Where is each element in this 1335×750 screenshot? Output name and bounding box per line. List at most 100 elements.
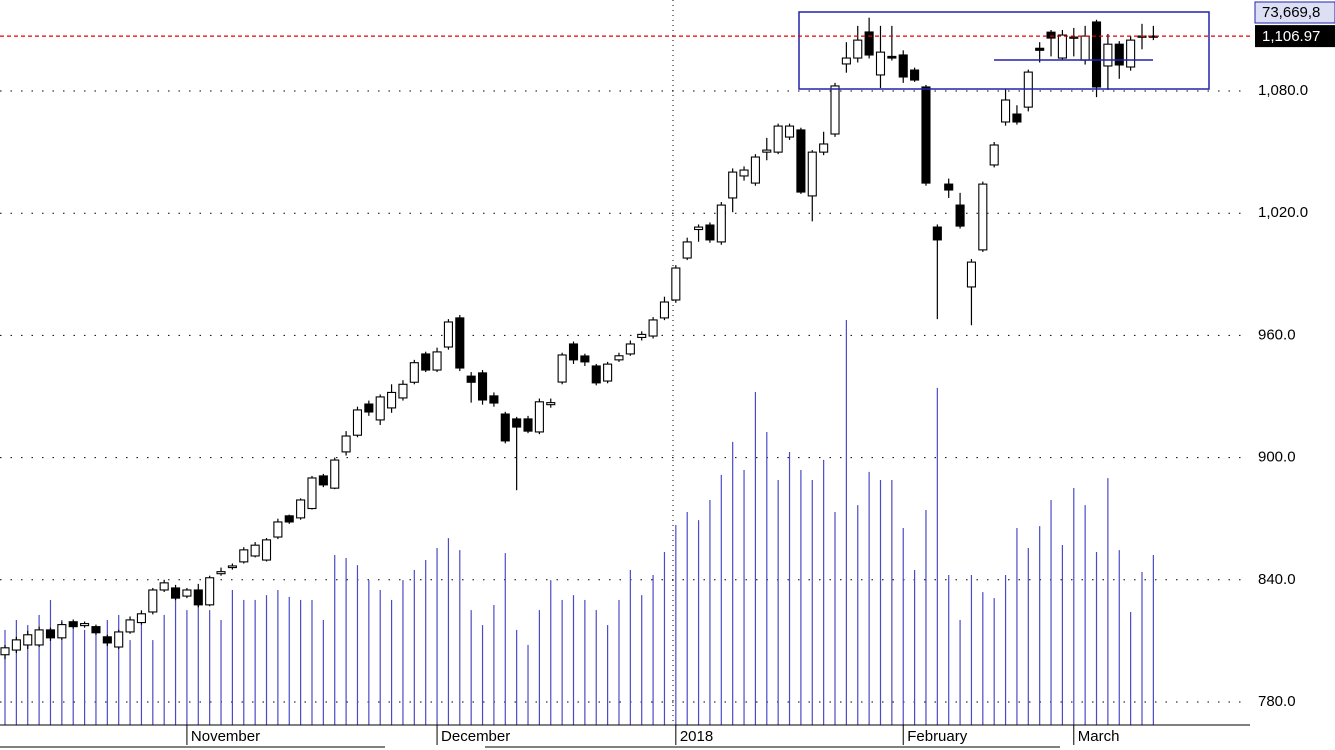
candle-body	[875, 51, 886, 76]
last-volume-label: 73,669,8	[1262, 4, 1320, 21]
label-layer: 73,669,8 1,106.97	[0, 1, 1335, 48]
candle-body	[227, 565, 237, 569]
x-tick-label: February	[907, 728, 968, 745]
candle-body	[455, 317, 465, 369]
candle-body	[500, 413, 510, 442]
candle-body	[750, 156, 760, 184]
candle-body	[830, 85, 840, 135]
candle-body	[11, 639, 21, 651]
candle-body	[955, 204, 965, 227]
candle-body	[136, 613, 146, 624]
candle-body	[23, 634, 33, 646]
candle-body	[864, 31, 874, 56]
candle-body	[352, 409, 363, 436]
candle-body	[739, 169, 749, 177]
candle-body	[694, 226, 704, 231]
candle-body	[45, 629, 56, 639]
candle-body	[716, 204, 726, 243]
candle-body	[318, 475, 328, 486]
candle-body	[205, 577, 215, 606]
candle-body	[489, 395, 499, 404]
candle-body	[910, 69, 920, 81]
candle-body	[148, 589, 158, 613]
candle-body	[1001, 99, 1011, 123]
candle-body	[932, 226, 942, 241]
candle-body	[557, 354, 567, 383]
y-tick-label: 840.0	[1258, 571, 1296, 588]
candle-body	[330, 459, 340, 489]
candle-body	[57, 624, 67, 639]
candle-body	[261, 539, 272, 561]
x-tick-label: December	[441, 728, 510, 745]
candle-body	[1080, 35, 1090, 61]
candle-body	[1069, 36, 1079, 39]
candle-body	[102, 636, 112, 644]
candle-body	[762, 149, 772, 153]
last-price-box	[1255, 25, 1335, 48]
candle-body	[0, 647, 10, 656]
candle-body	[659, 301, 670, 319]
candle-body	[91, 626, 101, 634]
candle-body	[364, 403, 374, 413]
candle-body	[512, 418, 522, 428]
y-tick-label: 900.0	[1258, 449, 1296, 466]
candle-body	[671, 267, 681, 301]
candle-body	[1035, 47, 1045, 51]
candle-body	[307, 477, 317, 510]
x-tick-label: 2018	[680, 728, 713, 745]
candle-body	[978, 183, 988, 251]
candle-body	[966, 261, 977, 288]
candle-body	[819, 143, 829, 153]
y-tick-label: 780.0	[1258, 693, 1296, 710]
candle-body	[784, 125, 795, 138]
candle-body	[921, 86, 931, 184]
candle-body	[193, 589, 203, 606]
candle-body	[1046, 31, 1056, 39]
y-tick-label: 1,080.0	[1258, 82, 1308, 99]
volume-label-box	[1254, 1, 1335, 24]
candle-body	[477, 372, 488, 401]
candle-body	[409, 362, 419, 383]
candle-body	[341, 435, 351, 453]
candle-body	[398, 383, 408, 399]
candle-body	[1091, 21, 1102, 88]
x-tick-label: November	[191, 728, 260, 745]
candle-body	[625, 343, 635, 355]
candle-body	[648, 319, 658, 337]
last-price-label: 1,106.97	[1262, 28, 1320, 45]
axis-layer: 780.0 840.0 900.0 960.0 1,020.0 1,080.0 Novemb…	[186, 82, 1308, 745]
candle-body	[1057, 34, 1067, 59]
candle-body	[159, 582, 169, 591]
candle-body	[466, 375, 476, 383]
candle-body	[887, 55, 897, 59]
candle-body	[216, 571, 226, 575]
candle-body	[80, 623, 90, 627]
candle-body	[989, 144, 999, 166]
candle-body	[773, 125, 783, 153]
candle-body	[182, 589, 192, 597]
candle-body	[603, 363, 613, 382]
candle-body	[546, 402, 556, 406]
candle-body	[637, 333, 647, 339]
candle-body	[296, 499, 306, 519]
candle-body	[728, 171, 738, 199]
candle-body	[796, 129, 806, 193]
candle-body	[580, 355, 590, 363]
candle-body	[375, 396, 385, 421]
candle-body	[568, 343, 579, 361]
candle-body	[807, 151, 817, 197]
candle-body	[1012, 113, 1022, 123]
candle-body	[443, 321, 453, 348]
y-tick-label: 1,020.0	[1258, 204, 1308, 221]
candle-body	[523, 418, 533, 432]
annotation-box	[798, 11, 1210, 90]
candle-body	[250, 544, 260, 557]
x-tick-label: March	[1078, 728, 1120, 745]
candle-body	[1103, 43, 1113, 67]
candle-body	[682, 241, 692, 259]
candle-body	[239, 549, 249, 563]
candle-body	[534, 401, 544, 433]
